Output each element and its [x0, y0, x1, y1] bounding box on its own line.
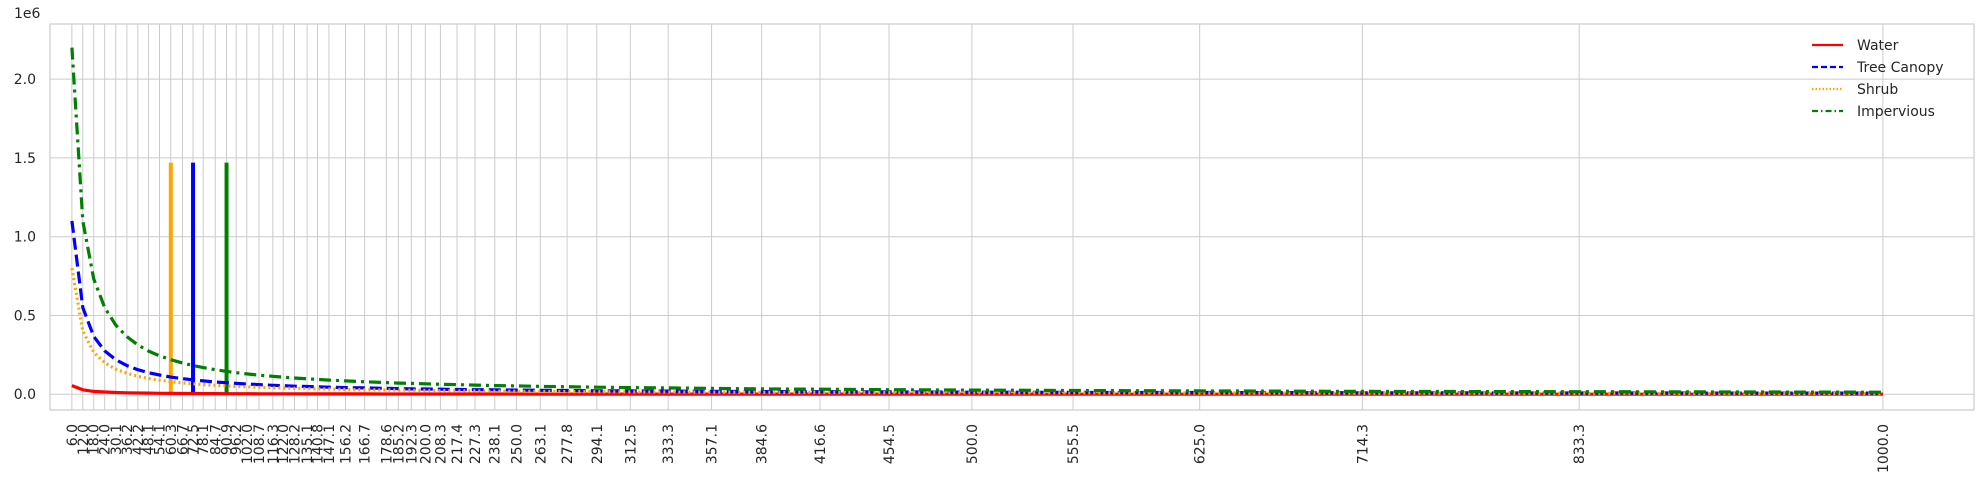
x-tick-label: 250.0	[509, 424, 525, 464]
series-line-shrub	[70, 267, 1883, 396]
x-tick-label: 263.1	[533, 424, 549, 464]
x-tick-label: 217.4	[450, 424, 466, 464]
x-tick-label: 122.0	[276, 424, 292, 464]
x-tick-label: 333.3	[661, 424, 677, 464]
x-tick-label: 294.1	[590, 424, 606, 464]
x-tick-label: 192.3	[404, 424, 420, 464]
x-tick-label: 277.8	[560, 424, 576, 464]
x-tick-label: 500.0	[965, 424, 981, 464]
series-line-impervious	[70, 47, 1883, 394]
x-tick-label: 166.7	[358, 424, 374, 464]
x-tick-label: 36.2	[120, 424, 136, 455]
x-tick-label: 185.2	[391, 424, 407, 464]
grid	[50, 24, 1974, 410]
x-tick-label: 714.3	[1355, 424, 1371, 464]
y-tick-label: 2.0	[14, 72, 36, 88]
x-tick-label: 66.7	[175, 424, 191, 455]
x-tick-label: 48.1	[142, 424, 158, 455]
legend-label: Impervious	[1857, 104, 1935, 120]
x-tick-label: 90.9	[220, 424, 236, 455]
series-lines	[70, 47, 1883, 396]
x-tick-label: 357.1	[705, 424, 721, 464]
x-tick-label: 833.3	[1572, 424, 1588, 464]
legend-label: Water	[1857, 38, 1899, 54]
legend: Water Tree Canopy Shrub Impervious	[1812, 38, 1944, 120]
x-tick-label: 12.0	[76, 424, 92, 455]
x-tick-label: 135.1	[300, 424, 316, 464]
x-tick-label: 312.5	[623, 424, 639, 464]
x-tick-label: 84.7	[208, 424, 224, 455]
x-tick-label: 102.0	[240, 424, 256, 464]
x-tick-label: 416.6	[813, 424, 829, 464]
legend-label: Shrub	[1857, 82, 1898, 98]
x-tick-label: 384.6	[755, 424, 771, 464]
x-tick-label: 42.2	[131, 424, 147, 455]
x-tick-labels: 6.012.018.024.030.136.242.248.154.160.36…	[65, 424, 1892, 473]
x-tick-label: 238.1	[488, 424, 504, 464]
x-tick-label: 128.2	[288, 424, 304, 464]
x-tick-label: 60.3	[164, 424, 180, 455]
x-tick-label: 24.0	[98, 424, 114, 455]
plot-frame	[49, 23, 1975, 411]
x-tick-label: 200.0	[418, 424, 434, 464]
x-tick-label: 156.2	[339, 424, 355, 464]
x-tick-label: 30.1	[109, 424, 125, 455]
y-tick-label: 0.0	[14, 387, 36, 403]
x-tick-label: 18.0	[87, 424, 103, 455]
x-tick-label: 1000.0	[1876, 424, 1892, 473]
x-tick-label: 178.6	[379, 424, 395, 464]
legend-label: Tree Canopy	[1856, 60, 1944, 76]
y-tick-label: 1.0	[14, 230, 36, 246]
x-tick-label: 140.8	[310, 424, 326, 464]
x-tick-label: 454.5	[882, 424, 898, 464]
y-tick-labels: 0.0 0.5 1.0 1.5 2.0	[14, 72, 36, 403]
x-tick-label: 116.3	[266, 424, 282, 464]
y-tick-label: 1.5	[14, 151, 36, 167]
y-offset-label: 1e6	[14, 6, 41, 22]
x-tick-label: 72.5	[186, 424, 202, 455]
x-tick-label: 147.1	[322, 424, 338, 464]
x-tick-label: 78.1	[196, 424, 212, 455]
x-tick-label: 96.2	[229, 424, 245, 455]
x-tick-label: 108.7	[252, 424, 268, 464]
vertical-markers	[168, 162, 229, 395]
series-line-water	[71, 384, 1883, 396]
series-line-tree-canopy	[70, 220, 1883, 395]
x-tick-label: 208.3	[433, 424, 449, 464]
x-tick-label: 555.5	[1066, 424, 1082, 464]
x-tick-label: 6.0	[65, 424, 81, 446]
x-tick-label: 227.3	[468, 424, 484, 464]
x-tick-label: 625.0	[1193, 424, 1209, 464]
x-tick-label: 54.1	[153, 424, 169, 455]
y-tick-label: 0.5	[14, 308, 36, 324]
